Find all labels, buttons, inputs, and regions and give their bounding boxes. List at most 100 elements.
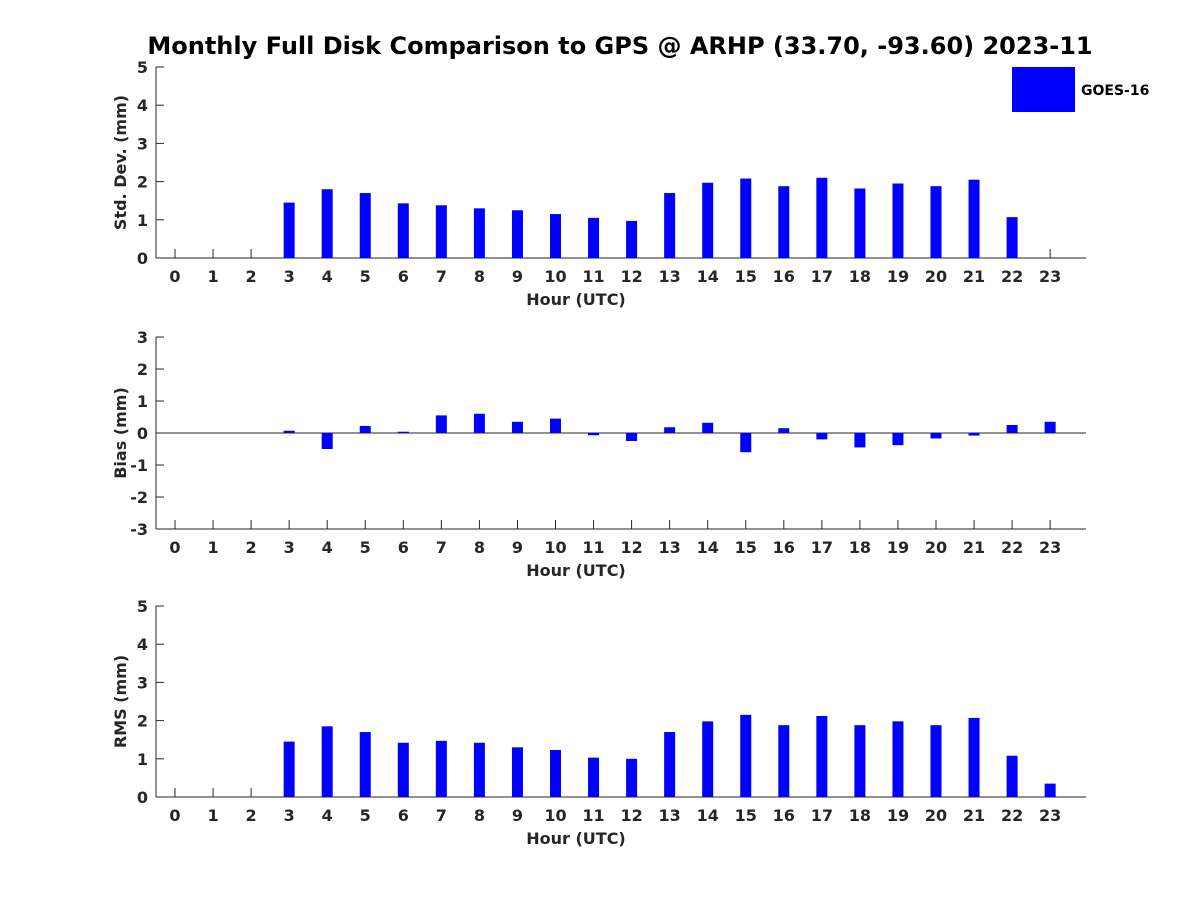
bar <box>626 433 638 441</box>
bar <box>359 425 371 433</box>
bar <box>511 747 523 797</box>
bar <box>702 182 714 258</box>
bar <box>930 433 942 439</box>
x-tick-label: 13 <box>659 538 681 557</box>
x-tick-label: 14 <box>697 538 719 557</box>
x-tick-label: 1 <box>207 806 218 825</box>
legend: GOES-16 <box>1012 67 1149 112</box>
bar <box>740 433 752 453</box>
bar <box>283 430 295 433</box>
bar <box>892 433 904 446</box>
x-tick-label: 19 <box>887 538 909 557</box>
bar <box>321 189 333 258</box>
bar <box>588 433 600 436</box>
x-tick-label: 16 <box>773 267 795 286</box>
x-tick-label: 21 <box>963 806 985 825</box>
x-tick-label: 11 <box>582 267 604 286</box>
bar <box>968 717 980 797</box>
x-axis-label: Hour (UTC) <box>526 290 626 309</box>
bar <box>550 750 561 797</box>
x-tick-label: 1 <box>207 267 218 286</box>
x-tick-label: 2 <box>246 267 257 286</box>
x-tick-label: 8 <box>474 267 485 286</box>
bar <box>1044 783 1056 797</box>
bar <box>473 208 485 258</box>
bar <box>435 205 447 258</box>
chart-title: Monthly Full Disk Comparison to GPS @ AR… <box>147 32 1092 60</box>
bar <box>1006 755 1018 797</box>
x-tick-label: 11 <box>582 538 604 557</box>
y-tick-label: 4 <box>137 635 148 654</box>
bar <box>359 193 371 258</box>
x-tick-label: 20 <box>925 806 947 825</box>
y-axis-label: Bias (mm) <box>111 387 130 479</box>
x-tick-label: 15 <box>735 538 757 557</box>
y-tick-label: 0 <box>137 788 148 807</box>
x-tick-label: 10 <box>544 806 566 825</box>
y-tick-label: 3 <box>137 328 148 347</box>
x-tick-label: 0 <box>169 267 180 286</box>
x-tick-label: 10 <box>544 267 566 286</box>
x-tick-label: 12 <box>620 538 642 557</box>
x-tick-label: 6 <box>398 538 409 557</box>
y-tick-label: 2 <box>137 360 148 379</box>
x-tick-label: 18 <box>849 538 871 557</box>
y-tick-label: 3 <box>137 673 148 692</box>
bar <box>816 433 828 440</box>
bar <box>816 716 828 797</box>
x-axis-label: Hour (UTC) <box>526 829 626 848</box>
bar <box>397 431 409 433</box>
x-tick-label: 4 <box>322 267 333 286</box>
x-tick-label: 19 <box>887 267 909 286</box>
x-tick-label: 3 <box>284 806 295 825</box>
x-tick-label: 19 <box>887 806 909 825</box>
x-tick-label: 20 <box>925 267 947 286</box>
bar <box>664 732 676 797</box>
bar <box>359 732 371 797</box>
x-tick-label: 23 <box>1039 806 1061 825</box>
bar <box>626 758 638 797</box>
bar <box>588 217 600 258</box>
x-tick-label: 10 <box>544 538 566 557</box>
bar <box>550 418 561 433</box>
x-tick-label: 12 <box>620 267 642 286</box>
bar <box>473 742 485 797</box>
x-tick-label: 5 <box>360 538 371 557</box>
bar <box>664 427 676 433</box>
x-tick-label: 21 <box>963 538 985 557</box>
bar <box>702 422 714 433</box>
x-tick-label: 9 <box>512 806 523 825</box>
y-tick-label: -3 <box>130 520 148 539</box>
x-tick-label: 13 <box>659 267 681 286</box>
x-tick-label: 14 <box>697 806 719 825</box>
x-tick-label: 16 <box>773 538 795 557</box>
x-tick-label: 3 <box>284 538 295 557</box>
y-tick-label: 5 <box>137 597 148 616</box>
x-tick-label: 5 <box>360 267 371 286</box>
x-tick-label: 16 <box>773 806 795 825</box>
x-tick-label: 3 <box>284 267 295 286</box>
bar <box>892 721 904 797</box>
bar <box>550 214 561 258</box>
y-tick-label: 0 <box>137 249 148 268</box>
x-tick-label: 8 <box>474 538 485 557</box>
y-tick-label: 4 <box>137 96 148 115</box>
x-tick-label: 21 <box>963 267 985 286</box>
bar <box>930 186 942 258</box>
bar <box>1006 425 1018 433</box>
bar <box>473 413 485 433</box>
y-axis-label: Std. Dev. (mm) <box>111 95 130 230</box>
y-tick-label: 3 <box>137 134 148 153</box>
bar <box>854 188 866 258</box>
bar <box>397 203 409 258</box>
x-tick-label: 2 <box>246 538 257 557</box>
x-tick-label: 23 <box>1039 538 1061 557</box>
bar <box>283 741 295 797</box>
x-tick-label: 23 <box>1039 267 1061 286</box>
bar <box>321 433 333 449</box>
bar <box>1044 421 1056 433</box>
x-tick-label: 8 <box>474 806 485 825</box>
x-tick-label: 17 <box>811 806 833 825</box>
